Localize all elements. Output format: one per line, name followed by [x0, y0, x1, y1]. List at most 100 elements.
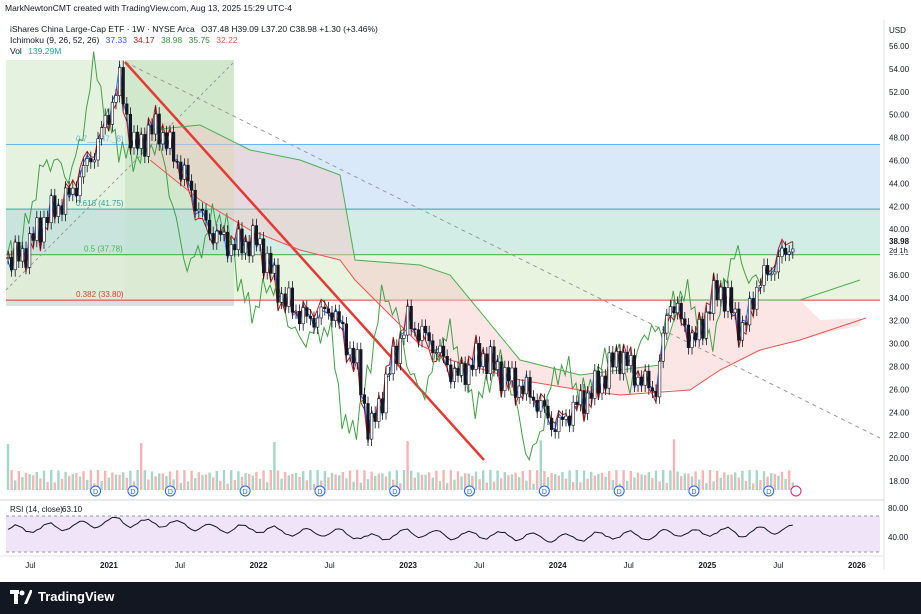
candle-body — [391, 345, 395, 375]
candle-body — [787, 251, 791, 255]
candle-body — [463, 363, 467, 385]
candle-body — [366, 403, 370, 440]
volume-bar — [143, 470, 146, 490]
footer-bar: TradingView — [0, 582, 921, 614]
volume-bar — [561, 471, 564, 490]
candle-body — [445, 355, 449, 366]
volume-bar — [208, 472, 211, 490]
volume-bar — [748, 470, 751, 490]
volume-bar — [237, 471, 240, 490]
candle-body — [697, 319, 701, 341]
candle-body — [780, 247, 784, 257]
candle-body — [719, 286, 723, 300]
candle-body — [355, 349, 359, 364]
tradingview-logo[interactable]: TradingView — [10, 589, 114, 604]
candle-body — [503, 367, 507, 391]
candle-body — [118, 67, 122, 96]
candle-body — [74, 187, 78, 197]
split-icon[interactable] — [790, 485, 802, 497]
time-tick: Jul — [474, 561, 484, 570]
candle-body — [150, 124, 154, 135]
candle-body — [467, 364, 471, 385]
price-tick: 46.00 — [889, 156, 910, 165]
time-tick: Jul — [773, 561, 783, 570]
span-a — [149, 124, 861, 376]
volume-bar — [107, 477, 110, 490]
candle-body — [729, 287, 734, 314]
volume-bar — [615, 470, 618, 490]
candle-body — [114, 95, 118, 103]
candle-body — [517, 385, 521, 398]
ichimoku-legend[interactable]: Ichimoku (9, 26, 52, 26) 37.33 34.17 38.… — [10, 35, 242, 45]
fib-labels: 0.7__ (47._8) 0.618 (41.75) 0.5 (37.78) 0.3… — [76, 134, 124, 299]
volume-bar — [791, 482, 794, 490]
volume-bar — [604, 476, 607, 490]
candle-body — [308, 315, 313, 319]
volume-bar — [118, 474, 121, 490]
candle-body — [751, 298, 755, 310]
last-price-countdown: 2d 1h — [889, 246, 908, 255]
ichimoku-span-a: 35.75 — [188, 35, 210, 45]
symbol-legend[interactable]: iShares China Large-Cap ETF · 1W · NYSE … — [10, 24, 382, 34]
dividend-icon[interactable] — [464, 485, 476, 497]
volume-bar — [705, 483, 708, 490]
volume-bar — [471, 475, 474, 490]
dividend-icon[interactable] — [164, 485, 176, 497]
volume-bar — [557, 475, 560, 490]
dividend-letter: D — [766, 489, 771, 496]
candle-body — [629, 355, 633, 367]
volume-bar — [420, 474, 424, 490]
candle-body — [348, 347, 352, 356]
candle-body — [553, 429, 557, 433]
volume-bar — [554, 474, 557, 490]
dividend-icon[interactable] — [763, 485, 775, 497]
volume-bar — [514, 472, 517, 490]
volume-bar — [636, 472, 640, 490]
dividend-icon[interactable] — [127, 485, 139, 497]
volume-bar — [86, 479, 89, 490]
volume-bar — [590, 471, 593, 490]
price-tick: 50.00 — [889, 111, 910, 120]
dividend-letter: D — [317, 489, 322, 496]
price-tick: 36.00 — [889, 271, 910, 280]
dividend-icon[interactable] — [538, 485, 550, 497]
price-tick: 42.00 — [889, 202, 910, 211]
volume-bar — [302, 471, 305, 490]
volume-bar — [345, 478, 348, 490]
dividend-icon[interactable] — [613, 485, 625, 497]
candle-body — [783, 247, 788, 255]
volume-bar — [622, 470, 625, 490]
price-chart[interactable]: 0.7__ (47._8) 0.618 (41.75) 0.5 (37.78) 0.3… — [0, 0, 921, 582]
volume-bar — [708, 470, 712, 490]
volume-bar — [564, 478, 568, 490]
dividend-icon[interactable] — [239, 485, 251, 497]
candle-body — [373, 412, 377, 422]
price-tick: 54.00 — [889, 65, 910, 74]
volume-legend[interactable]: Vol 139.29M — [10, 46, 65, 56]
candle-body — [420, 325, 424, 341]
dividend-icon[interactable] — [688, 485, 700, 497]
candle-body — [427, 332, 431, 342]
candle-body — [218, 230, 223, 235]
candle-body — [64, 187, 68, 215]
volume-bar — [327, 477, 330, 490]
volume-bar — [543, 471, 546, 490]
candle-body — [686, 324, 690, 348]
dividend-icon[interactable] — [90, 485, 102, 497]
candle-body — [722, 286, 726, 312]
candle-body — [27, 233, 32, 268]
volume-bar — [57, 470, 60, 490]
dividend-icon[interactable] — [389, 485, 401, 497]
volume-bar — [78, 476, 82, 490]
volume-bar — [723, 472, 726, 490]
candle-body — [395, 345, 399, 364]
candle-body — [625, 352, 629, 367]
candle-body — [398, 338, 403, 364]
dividend-icon[interactable] — [314, 485, 326, 497]
volume-bar — [435, 470, 438, 490]
candle-body — [251, 225, 255, 257]
price-tick: 34.00 — [889, 294, 910, 303]
candle-body — [690, 332, 694, 348]
candle-body — [10, 257, 14, 271]
